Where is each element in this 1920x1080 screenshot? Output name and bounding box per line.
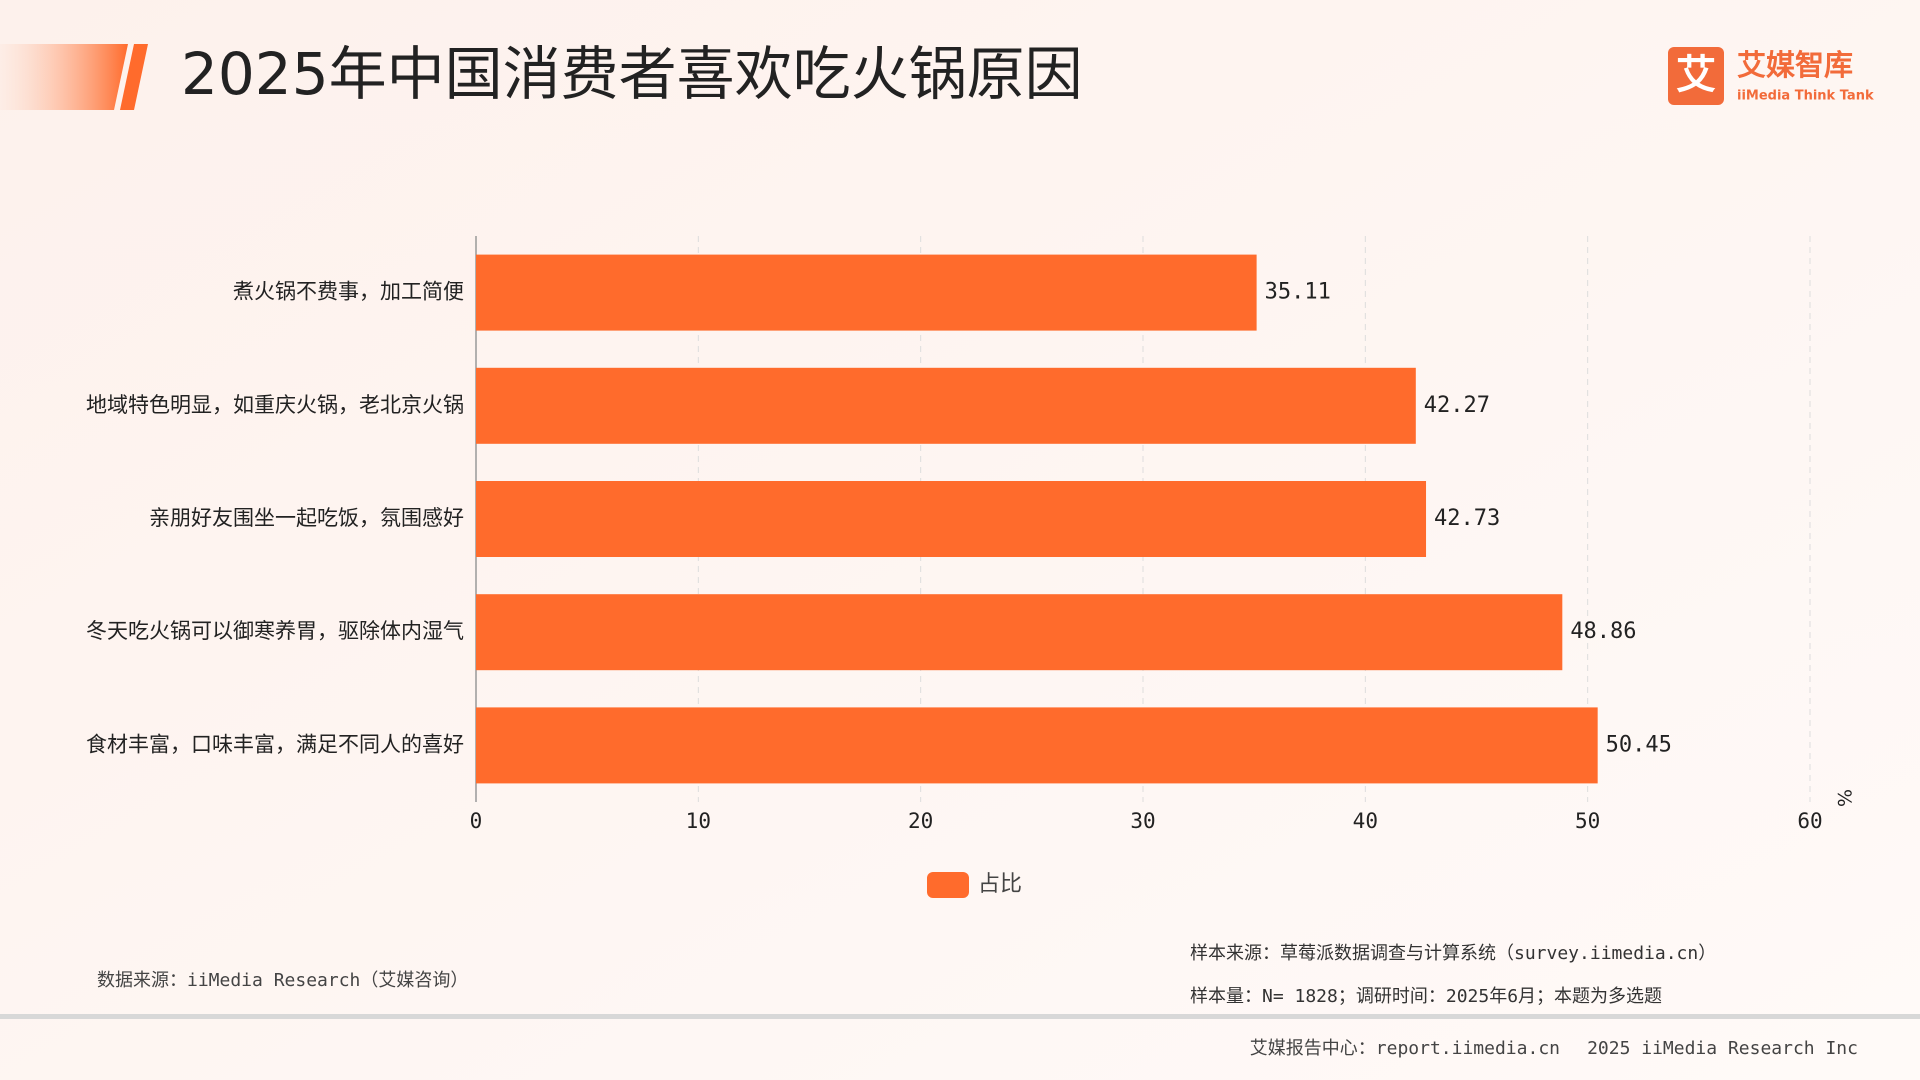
logo-name: 艾媒智库 bbox=[1737, 48, 1853, 82]
sample-source: 样本来源：草莓派数据调查与计算系统（survey.iimedia.cn） bbox=[1190, 943, 1716, 964]
copyright: 2025 iiMedia Research Inc bbox=[1587, 1038, 1858, 1059]
x-tick-label: 20 bbox=[908, 809, 933, 833]
sample-info: 样本量：N= 1828；调研时间：2025年6月；本题为多选题 bbox=[1190, 986, 1662, 1007]
bar bbox=[476, 707, 1598, 784]
y-tick-label: 食材丰富，口味丰富，满足不同人的喜好 bbox=[86, 732, 464, 756]
data-source: 数据来源：iiMedia Research（艾媒咨询） bbox=[97, 970, 468, 991]
y-tick-label: 地域特色明显，如重庆火锅，老北京火锅 bbox=[86, 393, 464, 417]
x-tick-label: 10 bbox=[686, 809, 711, 833]
bar bbox=[476, 254, 1257, 331]
chart-title: 2025年中国消费者喜欢吃火锅原因 bbox=[181, 40, 1083, 108]
header-decoration bbox=[0, 44, 128, 110]
footer-divider bbox=[0, 1014, 1920, 1019]
x-tick-label: 30 bbox=[1130, 809, 1155, 833]
value-label: 42.73 bbox=[1434, 506, 1500, 531]
value-label: 48.86 bbox=[1570, 619, 1636, 644]
logo-icon-bg bbox=[1668, 47, 1724, 105]
logo-subtitle: iiMedia Think Tank bbox=[1737, 89, 1874, 104]
legend-label: 占比 bbox=[978, 872, 1022, 897]
x-axis-label: % bbox=[1835, 789, 1857, 807]
y-tick-label: 冬天吃火锅可以御寒养胃，驱除体内湿气 bbox=[86, 619, 464, 643]
y-tick-label: 亲朋好友围坐一起吃饭，氛围感好 bbox=[149, 506, 464, 530]
logo-icon: 艾 bbox=[1676, 52, 1716, 98]
x-tick-label: 50 bbox=[1575, 809, 1600, 833]
x-tick-label: 0 bbox=[470, 809, 483, 833]
value-label: 50.45 bbox=[1606, 732, 1672, 757]
value-label: 35.11 bbox=[1265, 280, 1331, 305]
bar bbox=[476, 367, 1416, 444]
x-tick-label: 60 bbox=[1797, 809, 1822, 833]
chart: 0 10 20 30 40 50 60% 35.11 42.27 42.73 48.86 50.45 煮… bbox=[86, 236, 1857, 898]
x-tick-label: 40 bbox=[1353, 809, 1378, 833]
bar bbox=[476, 481, 1427, 557]
report-center: 艾媒报告中心：report.iimedia.cn bbox=[1250, 1038, 1560, 1059]
value-label: 42.27 bbox=[1424, 393, 1490, 418]
y-tick-label: 煮火锅不费事，加工简便 bbox=[233, 280, 464, 304]
bar bbox=[476, 594, 1563, 671]
legend-swatch bbox=[927, 872, 969, 898]
header-decoration bbox=[120, 44, 148, 110]
